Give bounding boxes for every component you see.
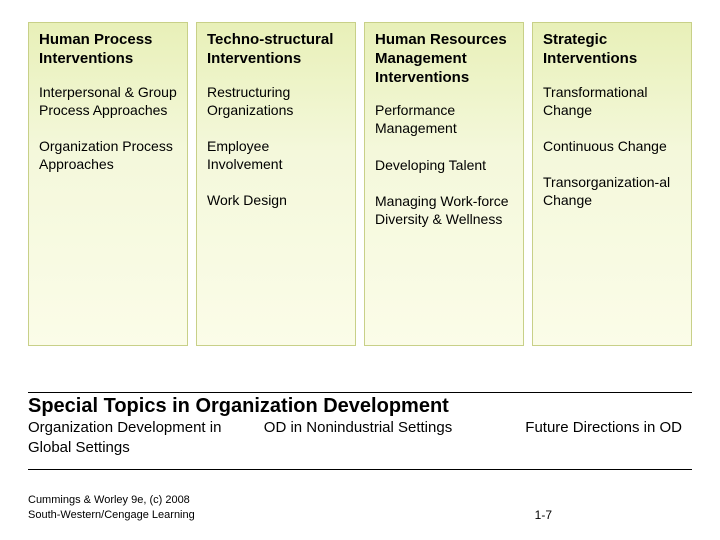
col-header: Techno-structural Interventions: [207, 31, 345, 69]
col-human-process: Human Process Interventions Interpersona…: [28, 22, 188, 346]
footer-page: 1-7: [535, 508, 692, 522]
special-item: Future Directions in OD: [466, 418, 692, 457]
col-item: Transorganization-al Change: [543, 173, 681, 209]
special-item: OD in Nonindustrial Settings: [244, 418, 466, 457]
interventions-columns: Human Process Interventions Interpersona…: [0, 0, 720, 346]
footer-credit: Cummings & Worley 9e, (c) 2008 South-Wes…: [28, 493, 208, 522]
col-item: Developing Talent: [375, 156, 513, 174]
col-item: Organization Process Approaches: [39, 137, 177, 173]
col-hr-management: Human Resources Management Interventions…: [364, 22, 524, 346]
special-title: Special Topics in Organization Developme…: [28, 395, 692, 418]
col-item: Interpersonal & Group Process Approaches: [39, 83, 177, 119]
col-item: Performance Management: [375, 101, 513, 137]
col-item: Restructuring Organizations: [207, 83, 345, 119]
col-item: Employee Involvement: [207, 137, 345, 173]
col-item: Continuous Change: [543, 137, 681, 155]
col-item: Work Design: [207, 191, 345, 209]
footer: Cummings & Worley 9e, (c) 2008 South-Wes…: [28, 493, 692, 522]
col-header: Strategic Interventions: [543, 31, 681, 69]
col-item: Managing Work-force Diversity & Wellness: [375, 192, 513, 228]
special-row: Organization Development in Global Setti…: [28, 418, 692, 457]
col-strategic: Strategic Interventions Transformational…: [532, 22, 692, 346]
special-topics-section: Special Topics in Organization Developme…: [28, 392, 692, 470]
col-technostructural: Techno-structural Interventions Restruct…: [196, 22, 356, 346]
special-item: Organization Development in Global Setti…: [28, 418, 244, 457]
col-header: Human Process Interventions: [39, 31, 177, 69]
col-header: Human Resources Management Interventions: [375, 31, 513, 87]
col-item: Transformational Change: [543, 83, 681, 119]
